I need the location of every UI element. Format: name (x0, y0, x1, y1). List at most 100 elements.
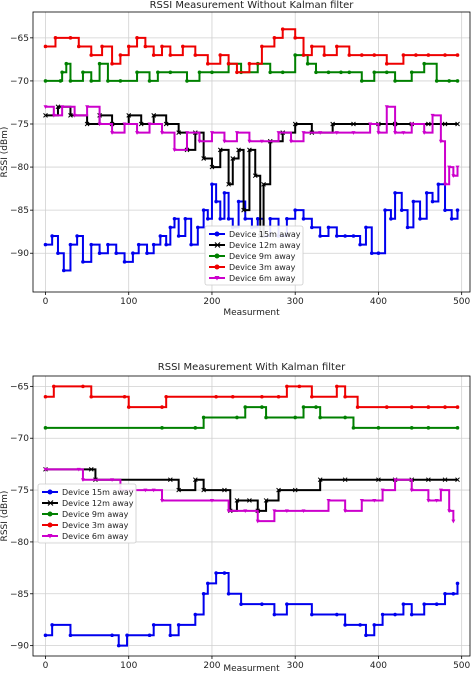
x-tick-label: 100 (120, 297, 137, 307)
data-point (97, 61, 102, 66)
data-point (261, 181, 266, 187)
data-point (326, 70, 331, 75)
data-point (443, 591, 447, 596)
data-point (201, 208, 206, 212)
data-point (335, 612, 339, 617)
data-point (426, 405, 431, 409)
data-point (100, 44, 104, 49)
data-point (260, 602, 264, 606)
data-point (81, 260, 85, 264)
data-point (226, 216, 231, 221)
data-point (260, 405, 264, 409)
legend-marker (47, 511, 53, 517)
series-line (45, 385, 458, 409)
data-point (422, 131, 427, 135)
series-line (45, 572, 459, 647)
data-point (210, 70, 214, 75)
data-point (358, 242, 362, 247)
data-point (335, 234, 339, 238)
data-point (252, 173, 258, 179)
data-point (189, 242, 193, 247)
data-point (68, 36, 73, 40)
data-point (426, 477, 431, 483)
data-point (172, 148, 177, 153)
data-point (201, 415, 206, 420)
legend-entry: Device 3m away (62, 521, 129, 530)
data-point (343, 623, 347, 627)
data-point (158, 234, 163, 238)
data-point (455, 121, 460, 127)
data-point (218, 53, 223, 57)
axes-frame (32, 11, 471, 293)
data-point (176, 623, 181, 627)
y-tick-label: −80 (10, 163, 29, 173)
data-point (372, 623, 377, 627)
legend-marker (214, 242, 221, 248)
data-point (209, 164, 215, 170)
data-point (61, 268, 66, 273)
data-point (88, 466, 94, 472)
data-point (43, 242, 48, 247)
data-point (418, 216, 422, 221)
data-point (68, 79, 73, 83)
series-line (45, 54, 458, 82)
y-tick-label: −90 (10, 249, 29, 259)
y-tick-label: −75 (10, 120, 29, 130)
legend-marker (47, 500, 54, 506)
data-point (301, 216, 306, 221)
legend-box (37, 483, 137, 544)
series-device-15m-away (43, 571, 460, 648)
x-tick-label: 0 (43, 661, 49, 671)
data-point (235, 415, 239, 420)
data-point (380, 488, 385, 493)
data-point (160, 131, 165, 135)
data-point (272, 612, 277, 617)
data-point (126, 405, 131, 409)
data-point (168, 225, 173, 230)
data-point (280, 27, 285, 32)
data-point (168, 633, 173, 638)
data-point (247, 139, 252, 144)
data-point (293, 36, 298, 40)
data-point (72, 113, 77, 118)
data-point (342, 477, 348, 483)
legend-entry: Device 12m away (62, 499, 134, 508)
data-point (151, 53, 156, 57)
data-point (380, 612, 385, 617)
series-line (45, 105, 459, 186)
data-point (75, 234, 79, 238)
data-point (196, 225, 200, 230)
data-point (447, 165, 452, 170)
data-point (443, 208, 447, 212)
data-point (434, 602, 439, 606)
data-point (176, 234, 181, 238)
data-point (172, 216, 177, 221)
data-point (60, 70, 64, 75)
data-point (414, 53, 418, 57)
legend-marker (214, 253, 220, 259)
series-device-12m-away (43, 104, 460, 239)
data-point (455, 581, 460, 586)
data-point (372, 53, 377, 57)
legend-entry: Device 3m away (229, 263, 296, 272)
data-point (243, 509, 248, 514)
data-point (430, 199, 435, 204)
axes-frame (32, 375, 471, 657)
data-point (89, 79, 94, 83)
legend-entry: Device 15m away (229, 230, 301, 239)
data-point (136, 242, 141, 247)
y-tick-label: −85 (10, 590, 29, 600)
legend-marker (47, 522, 53, 528)
data-point (197, 70, 202, 75)
data-point (43, 426, 48, 430)
data-point (343, 234, 347, 238)
chart-title: RSSI Measurement Without Kalman filter (150, 0, 355, 11)
data-point (176, 130, 182, 135)
data-point (449, 216, 454, 221)
data-point (343, 415, 347, 420)
data-point (401, 602, 406, 606)
x-tick-label: 500 (453, 297, 470, 307)
data-point (358, 623, 362, 627)
data-point (160, 405, 164, 409)
data-point (376, 131, 381, 135)
